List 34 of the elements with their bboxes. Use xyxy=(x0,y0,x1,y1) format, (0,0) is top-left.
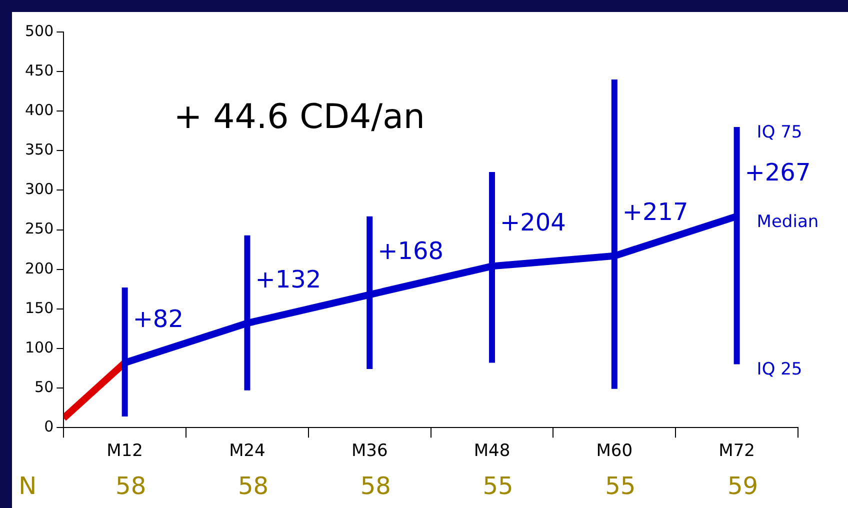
x-tick-label: M48 xyxy=(474,441,510,462)
text: 55 xyxy=(482,472,514,500)
text: + 44.6 CD4/an xyxy=(174,96,425,137)
text: 59 xyxy=(728,472,758,500)
y-tick-label: 100 xyxy=(24,338,54,356)
y-tick-label: 150 xyxy=(24,298,54,317)
text: 58 xyxy=(238,472,268,500)
y-tick-label: 200 xyxy=(24,259,54,278)
y-tick-label: 450 xyxy=(24,61,54,80)
y-tick-label: 350 xyxy=(24,140,54,159)
annotation: Median xyxy=(756,212,819,232)
x-tick-label: M12 xyxy=(106,441,143,462)
x-tick-label: M24 xyxy=(229,441,266,462)
y-tick-label: 0 xyxy=(44,417,54,436)
y-tick-label: 500 xyxy=(24,22,54,40)
text: 58 xyxy=(116,472,146,500)
y-tick-label: 50 xyxy=(34,378,54,396)
x-tick-label: M60 xyxy=(596,441,633,462)
data-label: +132 xyxy=(255,265,322,294)
data-label: +217 xyxy=(622,198,688,226)
y-tick-label: 300 xyxy=(24,180,54,198)
text: 58 xyxy=(360,472,391,500)
annotation: IQ 75 xyxy=(756,122,802,142)
y-tick-label: 250 xyxy=(24,220,54,238)
text: 55 xyxy=(605,472,636,500)
text: N xyxy=(18,472,37,500)
annotation: IQ 25 xyxy=(756,360,802,380)
data-label: +168 xyxy=(378,236,444,265)
data-label: +204 xyxy=(500,208,566,236)
data-label: +82 xyxy=(132,304,184,333)
x-tick-label: M36 xyxy=(351,441,388,462)
y-tick-label: 400 xyxy=(24,101,54,120)
x-tick-label: M72 xyxy=(718,441,755,462)
data-label: +267 xyxy=(744,158,811,187)
